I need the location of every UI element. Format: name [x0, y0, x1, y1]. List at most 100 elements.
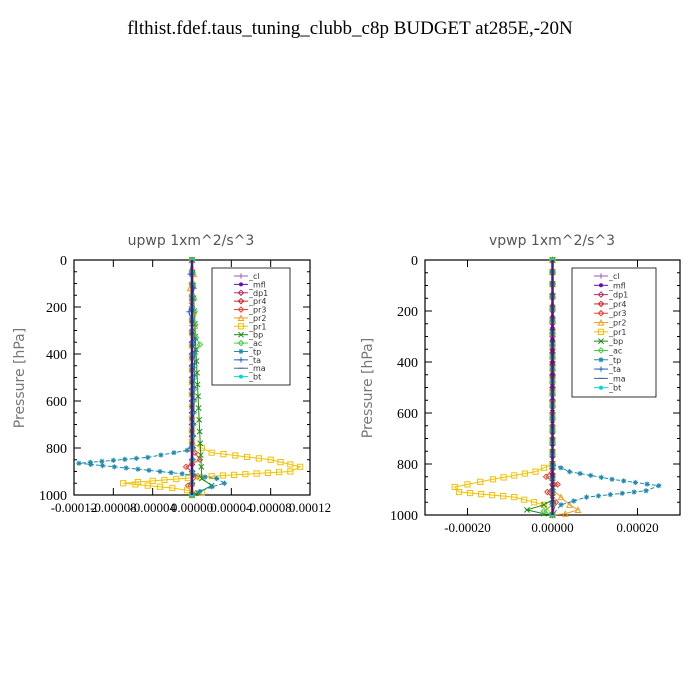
data-point: [133, 455, 139, 461]
data-point: [541, 501, 547, 508]
legend-item: _ac: [594, 346, 622, 355]
data-point: [521, 496, 528, 503]
data-point: [173, 475, 180, 483]
data-point: [208, 449, 215, 456]
legend-item: _cl: [594, 272, 620, 281]
series-line: [78, 260, 226, 496]
data-point: [275, 469, 283, 476]
y-tick-label: 1000: [39, 489, 67, 504]
data-point: [619, 490, 625, 496]
x-tick-label: 0.00008: [250, 500, 292, 515]
legend-item: _pr1: [234, 322, 266, 331]
data-point: [598, 474, 604, 480]
data-point: [156, 483, 164, 490]
y-tick-label: 600: [397, 407, 418, 422]
data-point: [511, 494, 518, 501]
legend-item: _dp1: [594, 291, 628, 300]
legend-item: _ta: [594, 365, 621, 374]
data-point: [146, 467, 152, 473]
legend-label: _pr1: [608, 328, 626, 337]
data-point: [243, 453, 251, 461]
data-point: [149, 477, 156, 484]
data-point: [184, 447, 190, 453]
legend-label: _pr2: [248, 314, 266, 323]
data-point: [161, 476, 168, 484]
data-point: [574, 506, 582, 513]
legend-item: _bt: [594, 384, 621, 393]
data-point: [557, 493, 565, 501]
legend-item: _mfl: [594, 281, 626, 290]
legend-label: _cl: [608, 272, 620, 281]
data-point: [184, 474, 192, 482]
data-point: [158, 452, 164, 458]
legend-marker: [597, 347, 605, 354]
legend-marker: [237, 339, 245, 347]
data-point: [489, 492, 496, 499]
data-point: [179, 471, 185, 477]
legend-label: _bt: [248, 373, 261, 382]
legend-marker: [238, 357, 244, 363]
page-title: flthist.fdef.taus_tuning_clubb_c8p BUDGE…: [127, 18, 573, 39]
data-point: [134, 478, 142, 486]
legend-label: _dp1: [608, 291, 628, 300]
data-point: [196, 428, 203, 435]
data-point: [544, 488, 551, 496]
legend-label: _ta: [608, 365, 621, 374]
data-point: [169, 484, 176, 492]
x-tick-label: -0.00004: [129, 500, 176, 515]
data-point: [540, 507, 548, 515]
data-point: [561, 510, 569, 517]
legend-item: _ma: [594, 374, 626, 383]
legend-marker: [597, 300, 605, 308]
data-point: [264, 469, 271, 476]
data-point: [566, 501, 573, 508]
legend-label: _ac: [248, 339, 262, 348]
legend-item: _pr2: [594, 319, 626, 328]
data-point: [558, 465, 564, 471]
legend-item: _pr3: [234, 306, 266, 315]
legend-label: _pr2: [608, 319, 626, 328]
data-point: [643, 488, 649, 494]
data-point: [532, 468, 539, 475]
data-point: [466, 489, 474, 497]
data-point: [242, 471, 249, 478]
legend-box: [211, 267, 291, 386]
data-point: [489, 476, 497, 483]
data-point: [195, 393, 202, 400]
series-pr1: [451, 256, 556, 519]
y-tick-label: 1000: [390, 509, 418, 524]
data-point: [524, 506, 530, 513]
legend-box: [571, 267, 657, 398]
data-point: [209, 484, 215, 490]
data-point: [530, 499, 538, 506]
data-point: [197, 440, 204, 447]
legend-item: _tp: [234, 347, 261, 356]
legend-marker: [238, 348, 244, 355]
data-point: [478, 490, 485, 498]
legend-item: _tp: [594, 356, 621, 365]
legend-marker: [597, 328, 605, 335]
data-point: [500, 474, 507, 481]
legend-label: _cl: [248, 272, 260, 281]
data-point: [607, 492, 613, 498]
x-tick-label: 0.00000: [531, 520, 573, 535]
data-point: [253, 470, 260, 477]
data-point: [220, 451, 227, 458]
legend-label: _pr1: [248, 322, 266, 331]
data-point: [122, 456, 128, 462]
series-line: [123, 260, 302, 496]
data-point: [120, 480, 127, 487]
data-point: [609, 476, 615, 482]
x-tick-label: -0.00008: [90, 500, 137, 515]
data-point: [197, 452, 204, 459]
data-point: [621, 478, 627, 484]
legend-item: _dp1: [234, 289, 268, 298]
y-tick-label: 800: [397, 458, 418, 473]
legend-marker: [237, 314, 245, 322]
data-point: [196, 341, 204, 348]
data-point: [232, 452, 239, 459]
data-point: [455, 488, 463, 496]
data-point: [287, 461, 294, 468]
legend: _cl_mfl_dp1_pr4_pr3_pr2_pr1_bp_ac_tp_ta_…: [571, 267, 657, 398]
legend-marker: [237, 306, 245, 313]
